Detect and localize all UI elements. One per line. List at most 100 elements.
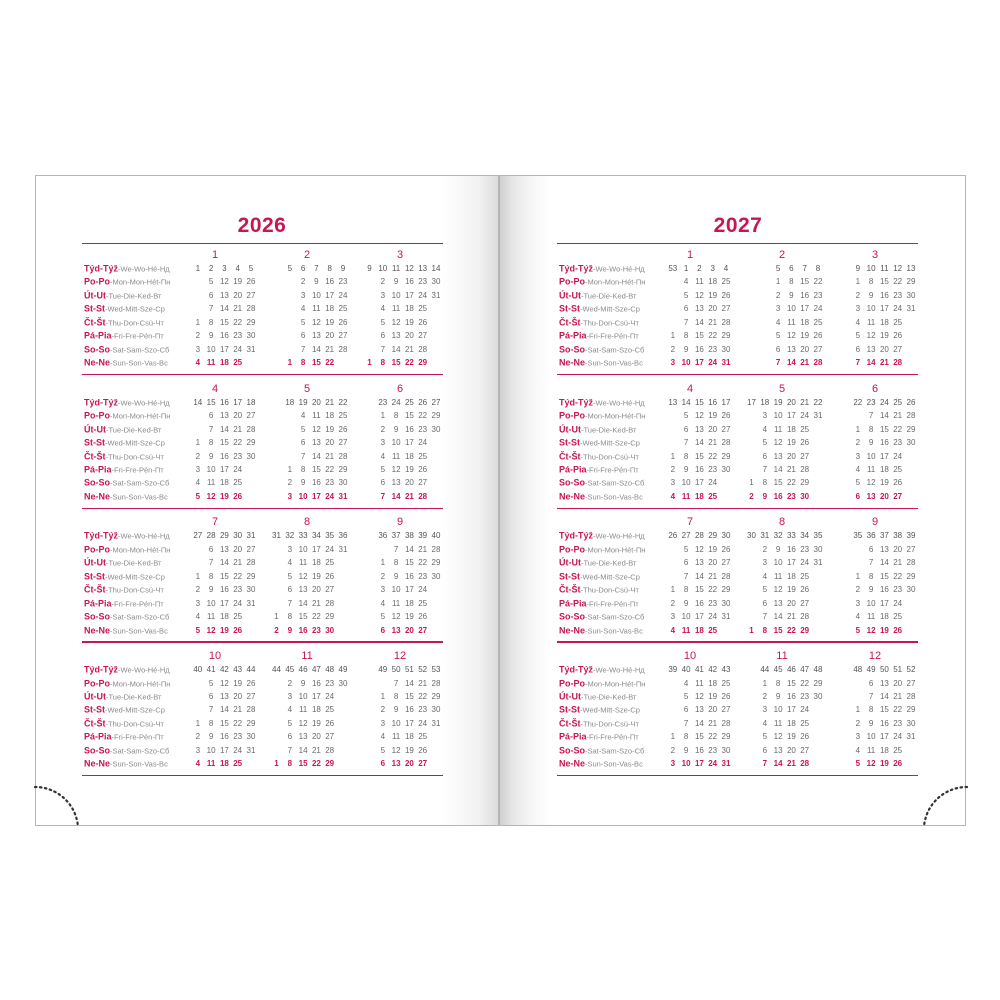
date: 19 bbox=[786, 732, 796, 742]
date: 27 bbox=[800, 451, 810, 461]
date: 21 bbox=[311, 598, 321, 608]
label-other-languages: -Tue-Die-Ked-Вт bbox=[106, 291, 162, 301]
date: 11 bbox=[391, 451, 401, 461]
date: 18 bbox=[219, 478, 229, 488]
month-number: 8 bbox=[303, 516, 311, 529]
date: 27 bbox=[338, 331, 348, 341]
week-row-label: Týd-Týž-We-Wo-Hé-Нд bbox=[84, 397, 170, 408]
week-number: 39 bbox=[906, 531, 916, 541]
date: 6 bbox=[380, 478, 386, 488]
label-other-languages: -We-Wo-Hé-Нд bbox=[593, 264, 645, 274]
date: 2 bbox=[195, 732, 201, 742]
date: 24 bbox=[893, 451, 903, 461]
date: 24 bbox=[418, 438, 428, 448]
sunday-date: 11 bbox=[681, 625, 691, 635]
date: 28 bbox=[431, 544, 441, 554]
week-number: 47 bbox=[311, 665, 321, 675]
date: 27 bbox=[721, 558, 731, 568]
label-other-languages: -Sun-Son-Vas-Вс bbox=[110, 492, 168, 502]
month-number: 7 bbox=[686, 516, 694, 529]
date: 11 bbox=[773, 571, 783, 581]
label-czech-slovak: Po-Po bbox=[84, 410, 110, 421]
dotted-arc-right-icon bbox=[922, 785, 969, 829]
label-other-languages: -Sun-Son-Vas-Вс bbox=[585, 759, 643, 769]
left-page bbox=[35, 175, 499, 826]
date: 17 bbox=[800, 304, 810, 314]
date: 22 bbox=[325, 464, 335, 474]
sunday-date: 5 bbox=[855, 625, 861, 635]
date: 22 bbox=[418, 558, 428, 568]
sunday-date: 12 bbox=[866, 759, 876, 769]
sunday-date: 8 bbox=[380, 358, 386, 368]
week-number: 16 bbox=[708, 397, 718, 407]
date: 27 bbox=[906, 544, 916, 554]
sunday-date: 27 bbox=[418, 625, 428, 635]
date: 18 bbox=[786, 718, 796, 728]
sunday-date: 23 bbox=[786, 491, 796, 501]
date: 7 bbox=[287, 598, 293, 608]
date: 27 bbox=[893, 344, 903, 354]
label-other-languages: -Fri-Fre-Pén-Пт bbox=[111, 465, 164, 475]
date: 14 bbox=[219, 424, 229, 434]
label-czech-slovak: Po-Po bbox=[84, 678, 110, 689]
sunday-date: 14 bbox=[773, 759, 783, 769]
date: 8 bbox=[683, 732, 689, 742]
week-number: 22 bbox=[338, 397, 348, 407]
date: 31 bbox=[721, 612, 731, 622]
date: 28 bbox=[721, 317, 731, 327]
date: 7 bbox=[683, 317, 689, 327]
date: 17 bbox=[311, 692, 321, 701]
sunday-date: 29 bbox=[418, 358, 428, 368]
sunday-date: 16 bbox=[773, 491, 783, 501]
label-other-languages: -Thu-Don-Csü-Чт bbox=[105, 318, 164, 328]
label-other-languages: -Sun-Son-Vas-Вс bbox=[110, 626, 168, 636]
date: 26 bbox=[418, 745, 428, 755]
date: 13 bbox=[298, 732, 308, 742]
sunday-date: 25 bbox=[233, 358, 243, 368]
date: 20 bbox=[786, 451, 796, 461]
label-other-languages: -Wed-Mitt-Sze-Ср bbox=[580, 572, 640, 582]
label-other-languages: -Fri-Fre-Pén-Пт bbox=[111, 599, 164, 609]
date: 8 bbox=[868, 571, 874, 581]
sunday-date: 18 bbox=[694, 491, 704, 501]
date: 28 bbox=[800, 612, 810, 622]
date: 21 bbox=[311, 745, 321, 755]
month-number: 4 bbox=[686, 382, 694, 395]
label-czech-slovak: Po-Po bbox=[559, 544, 585, 555]
month-number: 6 bbox=[871, 382, 879, 395]
date: 22 bbox=[893, 424, 903, 434]
date: 26 bbox=[721, 544, 731, 554]
label-other-languages: -We-Wo-Hé-Нд bbox=[593, 665, 645, 675]
date: 29 bbox=[906, 277, 916, 287]
date: 11 bbox=[298, 558, 308, 568]
weekday-row-label: Út-Ut-Tue-Die-Ked-Вт bbox=[84, 692, 161, 703]
week-number: 21 bbox=[325, 397, 335, 407]
label-czech-slovak: So-So bbox=[559, 344, 585, 355]
date: 19 bbox=[708, 692, 718, 701]
month-row-divider bbox=[557, 775, 918, 777]
date: 12 bbox=[391, 317, 401, 327]
date: 5 bbox=[855, 331, 861, 341]
label-other-languages: -Sun-Son-Vas-Вс bbox=[585, 492, 643, 502]
date: 17 bbox=[219, 344, 229, 354]
date: 24 bbox=[418, 718, 428, 728]
label-czech-slovak: So-So bbox=[559, 477, 585, 488]
date: 9 bbox=[208, 732, 214, 742]
label-czech-slovak: Út-Ut bbox=[559, 290, 581, 301]
date: 20 bbox=[879, 344, 889, 354]
date: 10 bbox=[786, 304, 796, 314]
date: 10 bbox=[866, 304, 876, 314]
sunday-date: 7 bbox=[775, 358, 781, 368]
date: 5 bbox=[683, 692, 689, 701]
date: 16 bbox=[879, 438, 889, 448]
week-number: 31 bbox=[760, 531, 770, 541]
date: 19 bbox=[786, 585, 796, 595]
date: 7 bbox=[393, 678, 399, 688]
label-other-languages: -Sat-Sam-Szo-Сб bbox=[110, 345, 170, 355]
date: 23 bbox=[708, 464, 718, 474]
week-number: 4 bbox=[723, 264, 729, 273]
date: 26 bbox=[338, 424, 348, 434]
sunday-date: 6 bbox=[380, 625, 386, 635]
date: 2 bbox=[762, 692, 768, 701]
date: 14 bbox=[219, 558, 229, 568]
